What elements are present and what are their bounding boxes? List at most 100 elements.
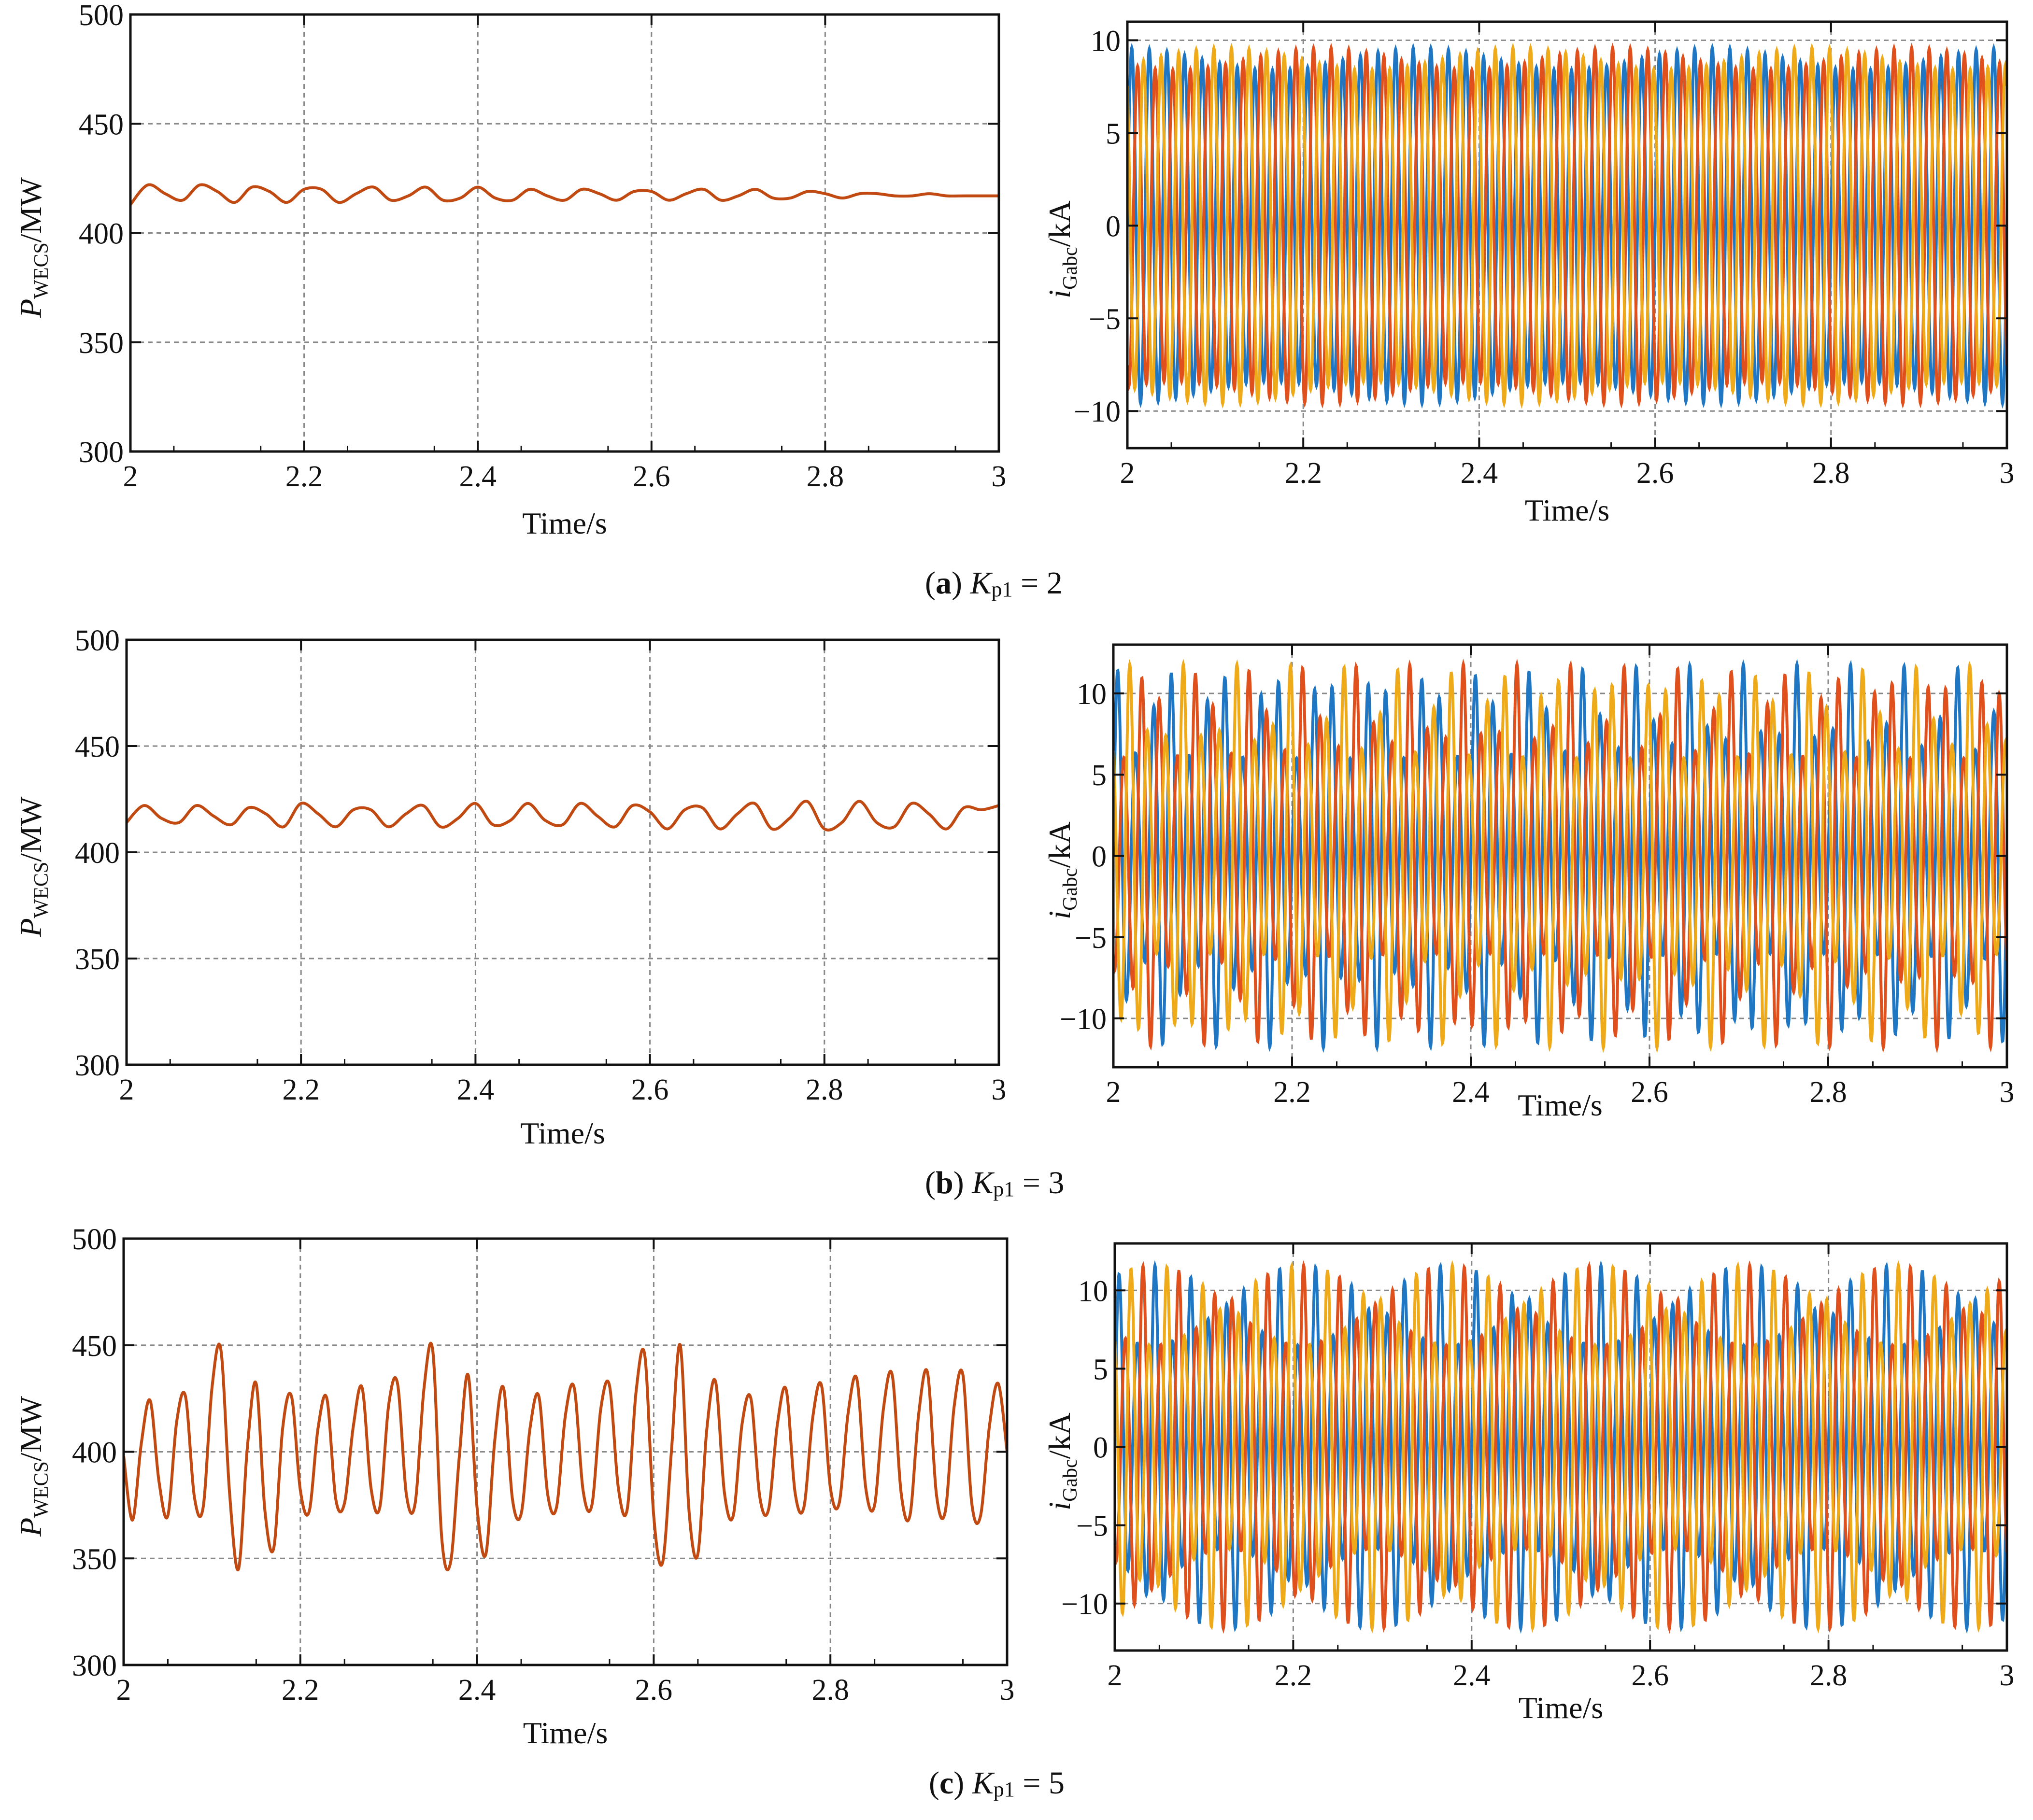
caption-value: = 5: [1023, 1765, 1065, 1801]
y-tick-label: 450: [79, 108, 124, 141]
series-line-phase-a: [1127, 42, 2007, 409]
chart-c-current: 2 2.2 2.4 2.6 2.8 3 −10 −5 0 5 10 Time/s iGabc/kA: [1042, 1242, 2015, 1725]
x-tick-label: 2.4: [1453, 1659, 1491, 1692]
x-tick-label: 2.8: [1812, 457, 1850, 490]
series-line-power: [124, 1341, 1007, 1572]
chart-b-power: 2 2.2 2.4 2.6 2.8 3 300 350 400 450 500 Time/s PWECS…: [14, 624, 1007, 1150]
series-line-phase-a: [1113, 659, 2007, 1053]
y-axis-label: iGabc/kA: [1042, 200, 1081, 298]
y-tick-label: −5: [1075, 922, 1107, 955]
caption-symbol: K: [972, 1165, 994, 1200]
x-tick-label: 3: [2000, 1076, 2015, 1109]
y-tick-label: 500: [75, 624, 120, 657]
x-tick-label: 2.6: [1636, 457, 1674, 490]
y-label-subscript: Gabc: [1059, 1459, 1081, 1502]
caption-c: (c) Kp1 = 5: [929, 1765, 1065, 1801]
series-line-phase-a: [1115, 1260, 2007, 1634]
series-line-phase-b: [1115, 1260, 2007, 1634]
y-tick-label: 450: [75, 731, 120, 763]
y-tick-label: 5: [1093, 1353, 1108, 1386]
y-tick-label: −5: [1089, 303, 1121, 336]
x-axis-label: Time/s: [1525, 493, 1610, 527]
x-axis-label: Time/s: [1519, 1691, 1604, 1725]
y-label-symbol: P: [14, 918, 48, 937]
y-tick-label: 300: [75, 1049, 120, 1082]
caption-a: (a) Kp1 = 2: [925, 565, 1063, 601]
x-tick-label: 3: [992, 1073, 1007, 1106]
x-tick-label: 2.6: [633, 460, 670, 493]
x-tick-label: 2.8: [1810, 1659, 1848, 1692]
x-tick-label: 2.6: [1631, 1659, 1669, 1692]
x-tick-label: 2.6: [635, 1674, 673, 1707]
y-tick-label: 350: [72, 1543, 117, 1576]
y-tick-label: 10: [1091, 25, 1121, 57]
x-axis-label: Time/s: [1518, 1088, 1603, 1122]
y-tick-label: 500: [72, 1223, 117, 1256]
x-tick-label: 2: [1120, 457, 1135, 490]
plot-frame: [1126, 20, 2008, 450]
y-tick-label: 400: [72, 1437, 117, 1469]
x-tick-label: 3: [1000, 1674, 1015, 1707]
y-tick-label: 350: [79, 327, 124, 360]
y-tick-label: 10: [1077, 678, 1107, 711]
y-tick-label: 0: [1093, 1432, 1108, 1465]
x-tick-label: 2.8: [807, 460, 844, 493]
y-tick-label: 350: [75, 943, 120, 976]
y-label-symbol: i: [1042, 911, 1077, 919]
x-tick-label: 2.2: [1273, 1076, 1311, 1109]
y-tick-label: −10: [1074, 395, 1121, 428]
y-axis-label: PWECS/MW: [14, 796, 53, 937]
x-tick-label: 2: [116, 1674, 131, 1707]
y-label-unit: /MW: [14, 796, 48, 862]
series-line-power: [130, 183, 999, 206]
x-tick-label: 2.4: [459, 460, 497, 493]
y-tick-label: 300: [72, 1650, 117, 1682]
x-tick-label: 2.2: [1275, 1659, 1312, 1692]
y-axis-label: iGabc/kA: [1042, 1412, 1081, 1510]
y-label-symbol: P: [14, 299, 48, 318]
y-label-unit: /kA: [1042, 821, 1077, 868]
y-label-subscript: WECS: [30, 1461, 53, 1518]
x-axis-label: Time/s: [520, 1116, 605, 1150]
y-tick-label: 400: [75, 837, 120, 870]
series-line-phase-c: [1115, 1260, 2007, 1634]
caption-letter: c: [939, 1765, 954, 1801]
y-tick-label: 400: [79, 218, 124, 251]
x-tick-label: 2.6: [631, 1073, 669, 1106]
caption-subscript: p1: [993, 1778, 1015, 1801]
caption-subscript: p1: [991, 578, 1013, 601]
y-label-symbol: P: [14, 1518, 48, 1537]
y-tick-label: 500: [79, 0, 124, 32]
x-tick-label: 2.8: [811, 1674, 849, 1707]
x-tick-label: 2.2: [282, 1073, 320, 1106]
x-tick-label: 3: [2000, 1659, 2015, 1692]
y-label-unit: /kA: [1042, 1412, 1077, 1459]
plot-frame: [129, 13, 1000, 453]
y-tick-label: 10: [1078, 1275, 1108, 1308]
y-label-unit: /MW: [14, 177, 48, 242]
caption-letter: b: [935, 1165, 953, 1200]
x-axis-label: Time/s: [522, 506, 607, 540]
x-tick-label: 2.2: [1284, 457, 1322, 490]
x-tick-label: 2.8: [1809, 1076, 1847, 1109]
x-tick-label: 2.2: [282, 1674, 319, 1707]
y-label-subscript: Gabc: [1059, 247, 1081, 290]
y-label-subscript: Gabc: [1059, 868, 1081, 911]
caption-subscript: p1: [993, 1177, 1015, 1201]
y-tick-label: −5: [1076, 1510, 1108, 1543]
chart-c-power: 2 2.2 2.4 2.6 2.8 3 300 350 400 450 500 Time/s PWECS…: [14, 1223, 1015, 1750]
y-label-unit: /MW: [14, 1396, 48, 1461]
chart-a-power: 2 2.2 2.4 2.6 2.8 3 300 350 400 450 500 Time/s PWECS…: [14, 0, 1007, 540]
y-tick-label: 5: [1106, 117, 1121, 150]
x-tick-label: 3: [992, 460, 1007, 493]
caption-value: = 2: [1021, 565, 1063, 601]
caption-symbol: K: [972, 1765, 994, 1801]
y-tick-label: −10: [1061, 1588, 1108, 1621]
y-tick-label: −10: [1060, 1003, 1107, 1036]
y-tick-label: 450: [72, 1330, 117, 1363]
y-axis-label: iGabc/kA: [1042, 821, 1081, 919]
x-axis-label: Time/s: [523, 1716, 608, 1750]
x-tick-label: 2.2: [285, 460, 323, 493]
series-line-phase-c: [1127, 42, 2007, 409]
y-tick-label: 0: [1092, 841, 1107, 874]
